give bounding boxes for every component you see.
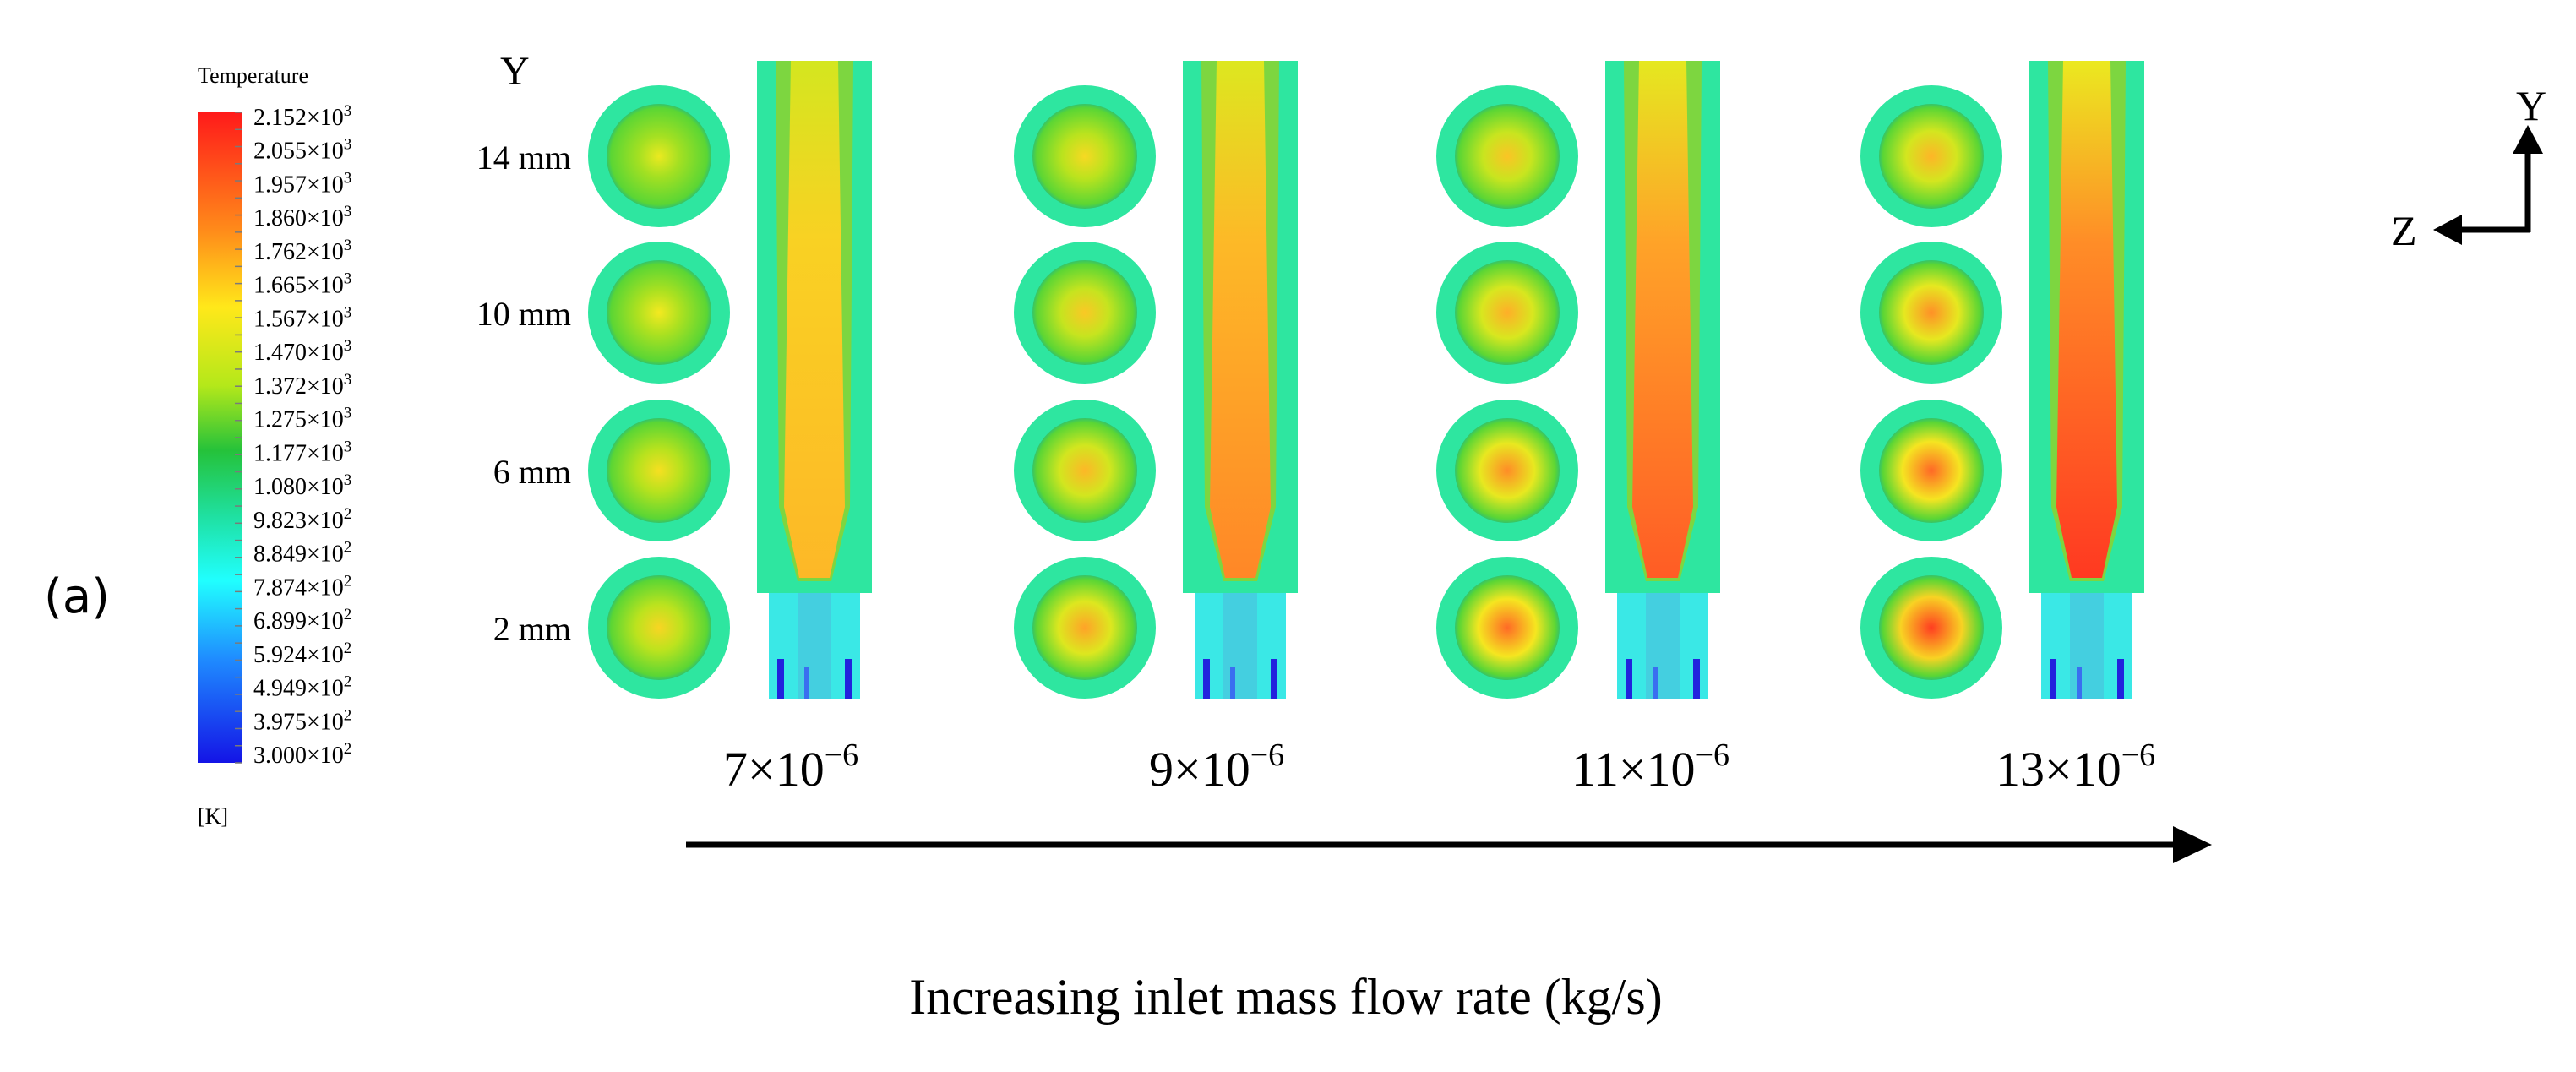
cross-section-core [607, 418, 711, 523]
cross-section-core [1032, 104, 1137, 209]
inlet-jet-center [1230, 667, 1235, 699]
legend-tick-label: 1.957×103 [253, 169, 351, 198]
legend-tick-label: 1.275×103 [253, 405, 351, 433]
case-4: 13×10−6 [1860, 61, 2155, 797]
inlet-jet-left [777, 659, 784, 699]
legend-tick-label: 3.975×102 [253, 706, 351, 735]
legend-tick-label: 1.860×103 [253, 203, 351, 231]
inlet-jet-right [2117, 659, 2124, 699]
cross-section-core [607, 575, 711, 680]
legend-tick-label: 1.177×103 [253, 438, 351, 466]
case-2: 9×10−6 [1014, 61, 1298, 797]
increase-arrow [686, 826, 2212, 863]
coordinate-triad: Y Z [2391, 82, 2546, 254]
nozzle-channel [798, 593, 831, 699]
flame-core [1210, 61, 1271, 578]
legend-tick-label: 8.849×102 [253, 539, 351, 568]
case-label: 11×10−6 [1571, 737, 1729, 797]
legend-tick-label: 1.080×103 [253, 471, 351, 500]
temperature-legend: Temperature 2.152×103 2.055×103 1.957×103 1… [198, 63, 351, 829]
legend-tick-label: 5.924×102 [253, 639, 351, 668]
cases-group: 7×10−6 9×10−6 11×10−6 13×10−6 [588, 61, 2155, 797]
height-label: 6 mm [493, 453, 571, 491]
cross-section-core [607, 104, 711, 209]
cross-section-core [1455, 575, 1560, 680]
cross-section-core [1879, 575, 1984, 680]
legend-tick-label: 6.899×102 [253, 606, 351, 634]
color-bar-ticks [235, 112, 242, 764]
cross-section-core [1879, 418, 1984, 523]
legend-tick-label: 1.762×103 [253, 237, 351, 265]
cross-section-core [1032, 260, 1137, 365]
case-label: 13×10−6 [1996, 737, 2155, 797]
legend-tick-label: 4.949×102 [253, 673, 351, 702]
legend-tick-label: 2.152×103 [253, 102, 351, 131]
legend-title: Temperature [198, 63, 308, 88]
nozzle-channel [2070, 593, 2104, 699]
legend-unit: [K] [198, 804, 228, 829]
triad-z-label: Z [2391, 207, 2417, 254]
case-3: 11×10−6 [1436, 61, 1729, 797]
inlet-jet-center [1653, 667, 1658, 699]
flame-core [1632, 61, 1693, 578]
cross-section-core [1455, 418, 1560, 523]
cross-section-core [1879, 260, 1984, 365]
y-axis-title: Y [500, 49, 530, 94]
nozzle-channel [1646, 593, 1680, 699]
flame-core [2056, 61, 2117, 578]
height-label: 10 mm [477, 295, 571, 333]
legend-tick-label: 1.567×103 [253, 303, 351, 332]
legend-tick-label: 2.055×103 [253, 136, 351, 165]
cross-section-core [1879, 104, 1984, 209]
legend-tick-labels: 2.152×103 2.055×103 1.957×103 1.860×103 1.76… [253, 102, 351, 769]
inlet-jet-left [2050, 659, 2056, 699]
inlet-jet-right [845, 659, 852, 699]
legend-tick-label: 3.000×102 [253, 740, 351, 769]
inlet-jet-left [1626, 659, 1632, 699]
color-bar [198, 112, 242, 763]
height-labels: 14 mm 10 mm 6 mm 2 mm [477, 139, 571, 648]
panel-label: (a) [44, 569, 110, 624]
cross-section-core [1455, 104, 1560, 209]
inlet-jet-right [1271, 659, 1277, 699]
inlet-jet-center [804, 667, 809, 699]
height-label: 14 mm [477, 139, 571, 177]
legend-tick-label: 9.823×102 [253, 505, 351, 534]
cross-section-core [1455, 260, 1560, 365]
inlet-jet-right [1693, 659, 1700, 699]
triad-y-label: Y [2516, 82, 2546, 129]
nozzle-channel [1223, 593, 1257, 699]
case-1: 7×10−6 [588, 61, 872, 797]
cross-section-core [607, 260, 711, 365]
legend-tick-label: 1.470×103 [253, 337, 351, 366]
case-label: 7×10−6 [723, 737, 858, 797]
flame-core [784, 61, 845, 578]
case-label: 9×10−6 [1149, 737, 1284, 797]
legend-tick-label: 1.665×103 [253, 270, 351, 299]
legend-tick-label: 7.874×102 [253, 572, 351, 601]
inlet-jet-left [1203, 659, 1210, 699]
inlet-jet-center [2077, 667, 2082, 699]
axis-caption: Increasing inlet mass flow rate (kg/s) [909, 969, 1662, 1025]
cross-section-core [1032, 418, 1137, 523]
legend-tick-label: 1.372×103 [253, 371, 351, 400]
height-label: 2 mm [493, 610, 571, 648]
cross-section-core [1032, 575, 1137, 680]
